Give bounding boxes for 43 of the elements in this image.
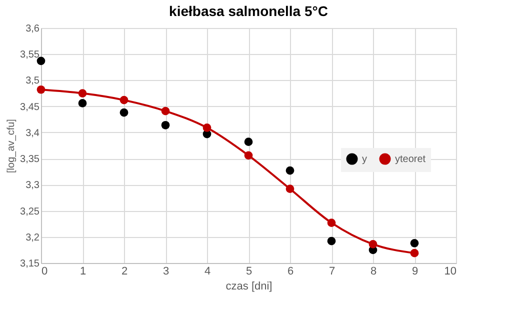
point — [202, 124, 212, 132]
x-tick-label: 6 — [287, 266, 294, 278]
legend-label: y — [362, 154, 367, 165]
point — [120, 96, 128, 104]
legend-label: yteoret — [395, 154, 426, 165]
x-tick-label: 5 — [246, 266, 252, 278]
point — [161, 106, 170, 116]
y-tick-label: 3,15 — [20, 258, 40, 270]
x-tick-label: 4 — [204, 266, 211, 278]
point — [286, 166, 294, 175]
y-tick-label: 3,55 — [20, 50, 40, 61]
point — [36, 85, 46, 94]
y-axis-title: [log_av_cfu] — [6, 118, 18, 173]
point — [120, 108, 128, 117]
y-tick-label: 3,35 — [20, 154, 40, 166]
point — [410, 238, 419, 248]
x-tick-label: 8 — [370, 266, 377, 278]
x-tick-label: 3 — [162, 266, 170, 278]
x-tick-label: 9 — [412, 266, 418, 278]
point — [286, 184, 294, 194]
y-tick-label: 3,6 — [26, 24, 40, 34]
x-tick-label: 0 — [42, 266, 48, 278]
y-tick-label: 3,5 — [26, 76, 40, 87]
point — [410, 248, 419, 258]
point — [78, 89, 87, 98]
point — [327, 236, 336, 246]
x-tick-label: 2 — [121, 266, 128, 278]
y-tick-label: 3,45 — [20, 102, 40, 113]
point — [161, 120, 170, 130]
point — [368, 240, 378, 248]
x-tick-label: 1 — [80, 266, 86, 278]
point — [327, 218, 336, 227]
chart-title: kiełbasa salmonella 5°C — [169, 3, 328, 19]
x-tick-label: 7 — [328, 266, 336, 278]
point — [244, 138, 253, 146]
y-tick-label: 3,2 — [26, 232, 40, 244]
y-tick-label: 3,25 — [20, 206, 40, 218]
x-axis-title: czas [dni] — [226, 280, 272, 292]
y-tick-label: 3,4 — [26, 128, 40, 139]
y-tick-label: 3,3 — [26, 180, 40, 192]
point — [244, 151, 253, 160]
x-tick-label: 10 — [444, 266, 456, 278]
point — [78, 99, 87, 108]
